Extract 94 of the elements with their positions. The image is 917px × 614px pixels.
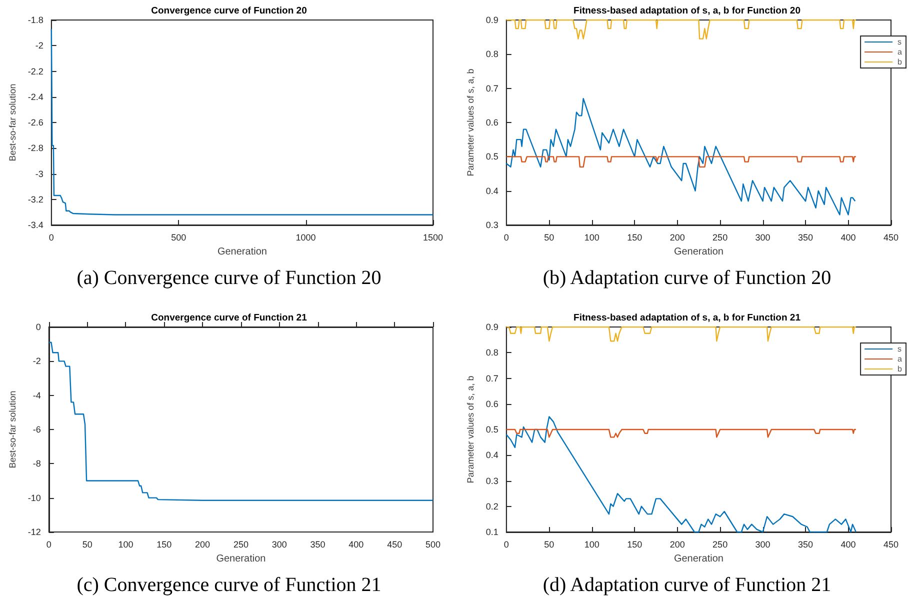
y-tick-label: -2 — [35, 40, 44, 51]
chart-title: Fitness-based adaptation of s, a, b for Function 20 — [574, 6, 800, 16]
y-tick-label: -4 — [32, 390, 41, 400]
legend-label: a — [898, 48, 903, 56]
y-axis-title: Parameter values of s, a, b — [466, 376, 476, 484]
x-tick-label: 500 — [425, 540, 441, 550]
x-tick-label: 450 — [387, 540, 402, 550]
x-tick-label: 50 — [544, 540, 554, 550]
x-tick-label: 450 — [883, 232, 899, 242]
x-tick-label: 250 — [712, 540, 728, 550]
y-tick-label: 0.9 — [486, 322, 498, 332]
x-tick-label: 250 — [233, 540, 248, 550]
line-series — [506, 98, 856, 216]
y-tick-label: -2.2 — [28, 66, 44, 76]
text: (a) Convergence curve of Function 20 — [76, 267, 382, 290]
x-tick-label: 350 — [310, 540, 326, 550]
y-tick-label: -2.8 — [28, 143, 44, 154]
y-tick-label: 0.1 — [486, 527, 498, 537]
chart-title: Convergence curve of Function 21 — [151, 312, 308, 324]
y-axis-title: Parameter values of s, a, b — [466, 68, 476, 176]
y-tick-label: -3.2 — [28, 194, 44, 204]
text: (c) Convergence curve of Function 21 — [76, 574, 382, 597]
y-tick-label: -2 — [32, 356, 41, 366]
x-tick-label: 250 — [712, 232, 728, 242]
x-tick-label: 0 — [504, 540, 509, 550]
x-tick-label: 0 — [504, 232, 509, 242]
y-tick-label: -2.4 — [28, 92, 44, 102]
y-tick-label: -2.6 — [28, 118, 44, 128]
x-tick-label: 200 — [670, 540, 685, 550]
x-tick-label: 150 — [156, 540, 172, 550]
y-tick-label: 0.4 — [486, 450, 498, 460]
x-axis-title: Generation — [674, 246, 724, 258]
y-tick-label: 0.8 — [486, 348, 498, 358]
x-axis-title: Generation — [217, 246, 267, 258]
y-tick-label: -6 — [32, 424, 41, 434]
x-tick-label: 100 — [584, 540, 600, 550]
x-tick-label: 150 — [627, 540, 642, 550]
x-axis-title: Generation — [216, 553, 266, 564]
y-axis-title: Best-so-far solution — [8, 390, 18, 468]
y-tick-label: 0 — [36, 322, 41, 332]
legend-label: a — [898, 354, 903, 364]
y-tick-label: 0.5 — [486, 424, 498, 434]
legend-label: b — [898, 364, 903, 374]
text: (b) Adaptation curve of Function 20 — [542, 267, 832, 290]
line-series — [50, 28, 434, 216]
chart-title: Fitness-based adaptation of s, a, b for Function 21 — [574, 312, 802, 324]
x-tick-label: 350 — [798, 232, 814, 242]
x-tick-label: 1000 — [296, 232, 316, 242]
y-tick-label: 0.6 — [486, 398, 498, 409]
x-tick-label: 500 — [171, 232, 186, 242]
x-axis-title: Generation — [674, 553, 724, 564]
x-tick-label: 1500 — [422, 232, 444, 242]
x-tick-label: 200 — [670, 232, 685, 242]
x-tick-label: 200 — [195, 540, 210, 550]
y-tick-label: 0.7 — [486, 373, 498, 384]
y-tick-label: 0.5 — [486, 152, 498, 162]
x-tick-label: 400 — [840, 540, 856, 550]
y-tick-label: -3.4 — [28, 220, 44, 230]
x-tick-label: 100 — [118, 540, 134, 550]
x-tick-label: 450 — [883, 540, 899, 550]
y-tick-label: -1.8 — [28, 15, 44, 25]
y-tick-label: -8 — [32, 458, 41, 469]
x-tick-label: 50 — [82, 540, 92, 550]
x-tick-label: 400 — [348, 540, 364, 550]
y-tick-label: -3 — [35, 168, 44, 179]
line-series — [506, 19, 857, 40]
legend-label: s — [898, 344, 902, 354]
y-tick-label: 0.8 — [486, 49, 498, 60]
x-tick-label: 300 — [755, 540, 770, 550]
x-tick-label: 300 — [755, 232, 770, 242]
y-tick-label: -10 — [28, 492, 41, 503]
y-axis-title: Best-so-far solution — [8, 84, 18, 162]
x-tick-label: 0 — [46, 540, 52, 550]
line-series — [48, 342, 434, 501]
x-tick-label: 100 — [584, 232, 600, 242]
y-tick-label: 0.3 — [486, 476, 498, 486]
y-tick-label: 0.9 — [486, 15, 498, 25]
y-tick-label: 0.4 — [486, 186, 498, 196]
y-tick-label: 0.6 — [486, 118, 498, 128]
x-tick-label: 0 — [48, 232, 54, 242]
legend-label: b — [898, 58, 903, 66]
x-tick-label: 300 — [272, 540, 287, 550]
legend-label: s — [898, 38, 902, 46]
line-series — [506, 416, 857, 533]
y-tick-label: 0.3 — [486, 220, 498, 230]
x-tick-label: 150 — [627, 232, 642, 242]
chart-title: Convergence curve of Function 20 — [151, 6, 307, 16]
x-tick-label: 350 — [798, 540, 814, 550]
y-tick-label: 0.2 — [486, 501, 498, 512]
y-tick-label: 0.7 — [486, 83, 498, 94]
y-tick-label: -12 — [28, 527, 41, 537]
x-tick-label: 50 — [544, 232, 554, 242]
x-tick-label: 400 — [840, 232, 856, 242]
text: (d) Adaptation curve of Function 21 — [542, 574, 832, 597]
